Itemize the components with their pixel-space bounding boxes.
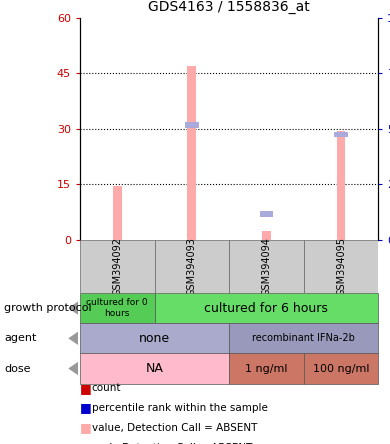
Text: ■: ■ xyxy=(80,421,92,435)
Bar xyxy=(154,240,229,293)
Text: value, Detection Call = ABSENT: value, Detection Call = ABSENT xyxy=(92,423,257,433)
Text: none: none xyxy=(139,332,170,345)
Text: ■: ■ xyxy=(80,441,92,444)
Bar xyxy=(229,240,304,293)
Bar xyxy=(337,131,346,240)
Text: GSM394092: GSM394092 xyxy=(112,237,122,296)
Bar xyxy=(260,211,273,217)
Text: GSM394093: GSM394093 xyxy=(187,237,197,296)
Bar xyxy=(187,66,196,240)
Text: NA: NA xyxy=(145,362,163,375)
Polygon shape xyxy=(68,301,78,315)
Bar xyxy=(185,122,199,128)
Text: GSM394094: GSM394094 xyxy=(261,237,271,296)
Text: 1 ng/ml: 1 ng/ml xyxy=(245,364,288,373)
Bar xyxy=(334,131,348,137)
Text: cultured for 0
hours: cultured for 0 hours xyxy=(87,298,148,318)
Text: cultured for 6 hours: cultured for 6 hours xyxy=(204,301,328,315)
Text: count: count xyxy=(92,383,121,393)
Text: 100 ng/ml: 100 ng/ml xyxy=(313,364,369,373)
Text: ■: ■ xyxy=(80,401,92,415)
Text: recombinant IFNa-2b: recombinant IFNa-2b xyxy=(252,333,355,343)
Title: GDS4163 / 1558836_at: GDS4163 / 1558836_at xyxy=(148,0,310,14)
Text: percentile rank within the sample: percentile rank within the sample xyxy=(92,403,268,413)
Bar xyxy=(262,230,271,240)
Text: agent: agent xyxy=(4,333,36,343)
Bar xyxy=(80,240,154,293)
Text: growth protocol: growth protocol xyxy=(4,303,92,313)
Text: GSM394095: GSM394095 xyxy=(336,237,346,296)
Polygon shape xyxy=(68,332,78,345)
Bar xyxy=(113,186,122,240)
Polygon shape xyxy=(68,362,78,375)
Bar xyxy=(304,240,378,293)
Text: dose: dose xyxy=(4,364,30,373)
Text: rank, Detection Call = ABSENT: rank, Detection Call = ABSENT xyxy=(92,443,252,444)
Text: ■: ■ xyxy=(80,381,92,395)
